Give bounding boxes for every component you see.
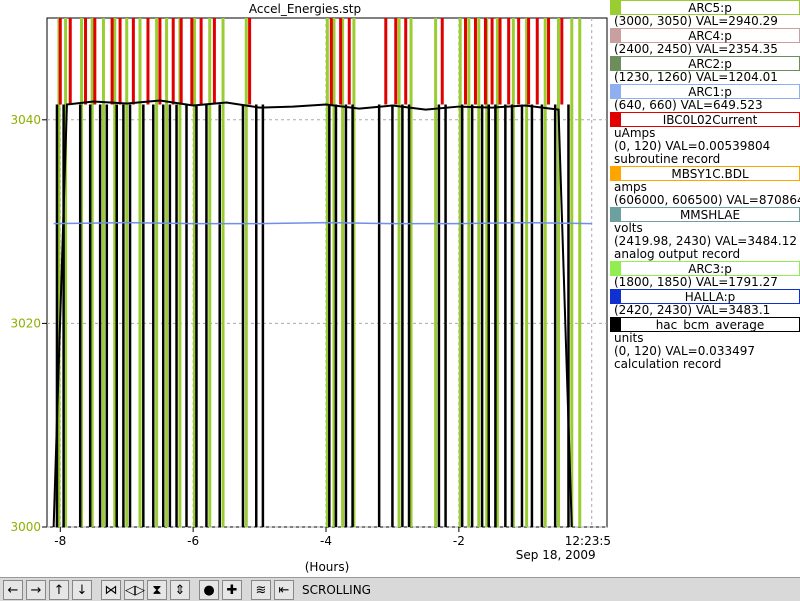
pan-down-icon: ↓	[76, 582, 88, 598]
legend-detail-line: amps	[614, 180, 647, 194]
legend-entry-header[interactable]: ARC5:p	[610, 0, 800, 15]
legend-detail-line: (640, 660) VAL=649.523	[614, 98, 763, 112]
legend-detail-line: (606000, 606500) VAL=870864	[614, 193, 800, 207]
legend-color-swatch	[611, 29, 621, 42]
pan-left-button[interactable]: ←	[3, 579, 23, 600]
legend-detail-line: calculation record	[614, 357, 722, 371]
legend-color-swatch	[611, 85, 621, 98]
legend-series-name: ARC4:p	[688, 29, 732, 43]
pan-right-icon: →	[30, 582, 42, 598]
legend-color-swatch	[611, 113, 621, 126]
toolbar: ← → ↑ ↓ ⋈ ◁▷ ⧗ ⇕ ● ✚ ≋ ⇤ SCROLLING	[0, 577, 800, 601]
x-end-date-label: Sep 18, 2009	[516, 548, 596, 562]
legend-series-name: MMSHLAE	[679, 208, 741, 222]
zoom-in-x-button[interactable]: ⋈	[101, 579, 121, 600]
legend-detail-line: (2420, 2430) VAL=3483.1	[614, 303, 771, 317]
x-tick-label: -8	[54, 534, 66, 548]
zoom-in-y-icon: ⧗	[152, 582, 162, 598]
legend-entry-header[interactable]: MMSHLAE	[610, 207, 800, 222]
legend-detail-line: (3000, 3050) VAL=2940.29	[614, 14, 778, 28]
legend-series-name: ARC2:p	[688, 57, 732, 71]
zoom-in-y-button[interactable]: ⧗	[147, 579, 167, 600]
x-tick-label: -6	[187, 534, 199, 548]
legend-color-swatch	[611, 318, 621, 331]
series-line-hac-bcm-average	[52, 99, 573, 528]
legend-series-name: ARC3:p	[688, 262, 732, 276]
y-tick-label: 3040	[10, 113, 41, 127]
pan-down-button[interactable]: ↓	[72, 579, 92, 600]
pan-left-icon: ←	[7, 582, 19, 598]
config-button[interactable]: ≋	[251, 579, 271, 600]
legend-color-swatch	[611, 167, 621, 180]
y-tick-label: 3000	[10, 520, 41, 534]
legend-detail-line: (2419.98, 2430) VAL=3484.12	[614, 234, 797, 248]
legend-entry[interactable]: MMSHLAE volts (2419.98, 2430) VAL=3484.12 a…	[610, 207, 800, 261]
legend-color-swatch	[611, 57, 621, 70]
legend-detail-line: volts	[614, 221, 643, 235]
y-tick-label: 3020	[10, 316, 41, 330]
legend-entry-header[interactable]: MBSY1C.BDL	[610, 166, 800, 181]
legend-color-swatch	[611, 208, 621, 221]
legend-entry[interactable]: HALLA:p (2420, 2430) VAL=3483.1	[610, 289, 800, 317]
mode-label: SCROLLING	[302, 582, 371, 597]
legend-entry[interactable]: IBC0L02Current uAmps (0, 120) VAL=0.005398…	[610, 112, 800, 166]
legend-entry[interactable]: MBSY1C.BDL amps (606000, 606500) VAL=87086…	[610, 166, 800, 207]
legend-entry[interactable]: ARC4:p (2400, 2450) VAL=2354.35	[610, 28, 800, 56]
legend-entry-header[interactable]: ARC4:p	[610, 28, 800, 43]
legend-detail-line: (2400, 2450) VAL=2354.35	[614, 42, 778, 56]
legend-series-name: MBSY1C.BDL	[671, 167, 749, 181]
legend-color-swatch	[611, 290, 621, 303]
zoom-out-x-button[interactable]: ◁▷	[124, 579, 145, 600]
legend-series-name: IBC0L02Current	[662, 113, 758, 127]
legend-detail-line: (0, 120) VAL=0.033497	[614, 344, 755, 358]
legend-entry-header[interactable]: HALLA:p	[610, 289, 800, 304]
legend-panel: ARC5:p (3000, 3050) VAL=2940.29 ARC4:p (240…	[610, 0, 800, 400]
zoom-out-y-icon: ⇕	[174, 582, 186, 598]
x-tick-label: -2	[453, 534, 465, 548]
legend-entry-header[interactable]: ARC3:p	[610, 261, 800, 276]
x-tick-label: -4	[320, 534, 332, 548]
pan-right-button[interactable]: →	[26, 579, 46, 600]
legend-entry[interactable]: ARC2:p (1230, 1260) VAL=1204.01	[610, 56, 800, 84]
pan-up-button[interactable]: ↑	[49, 579, 69, 600]
legend-entry[interactable]: ARC1:p (640, 660) VAL=649.523	[610, 84, 800, 112]
legend-entry[interactable]: ARC3:p (1800, 1850) VAL=1791.27	[610, 261, 800, 289]
series-line-mmshlae	[53, 221, 592, 225]
zoom-in-x-icon: ⋈	[104, 582, 118, 598]
legend-detail-line: subroutine record	[614, 152, 721, 166]
add-icon: ✚	[226, 582, 238, 598]
stop-icon: ●	[203, 582, 215, 598]
legend-entry[interactable]: ARC5:p (3000, 3050) VAL=2940.29	[610, 0, 800, 28]
legend-series-name: hac_bcm_average	[655, 318, 765, 332]
x-end-time-label: 12:23:54	[565, 534, 610, 548]
legend-detail-line: (1800, 1850) VAL=1791.27	[614, 275, 778, 289]
legend-detail-line: units	[614, 331, 644, 345]
legend-detail-line: (1230, 1260) VAL=1204.01	[614, 70, 778, 84]
plot-area[interactable]: 3000 3020 3040 -8 -6 -4 -2 12:23:54Sep 18, 2009…	[0, 0, 610, 577]
legend-series-name: ARC5:p	[688, 1, 732, 15]
zoom-out-y-button[interactable]: ⇕	[170, 579, 190, 600]
legend-entry-header[interactable]: IBC0L02Current	[610, 112, 800, 127]
legend-detail-line: (0, 120) VAL=0.00539804	[614, 139, 771, 153]
x-axis-label: (Hours)	[305, 560, 350, 574]
back-button[interactable]: ⇤	[274, 579, 294, 600]
add-button[interactable]: ✚	[222, 579, 242, 600]
legend-series-name: ARC1:p	[688, 85, 732, 99]
chart-title: Accel_Energies.stp	[248, 2, 362, 16]
legend-color-swatch	[611, 1, 621, 14]
legend-entry-header[interactable]: ARC2:p	[610, 56, 800, 71]
legend-detail-line: analog output record	[614, 247, 741, 261]
legend-detail-line: uAmps	[614, 126, 656, 140]
zoom-out-x-icon: ◁▷	[125, 582, 145, 598]
legend-color-swatch	[611, 262, 621, 275]
back-icon: ⇤	[278, 582, 290, 598]
legend-series-name: HALLA:p	[684, 290, 736, 304]
config-icon: ≋	[255, 582, 267, 598]
legend-entry-header[interactable]: hac_bcm_average	[610, 317, 800, 332]
legend-entry-header[interactable]: ARC1:p	[610, 84, 800, 99]
stop-button[interactable]: ●	[199, 579, 219, 600]
pan-up-icon: ↑	[53, 582, 65, 598]
